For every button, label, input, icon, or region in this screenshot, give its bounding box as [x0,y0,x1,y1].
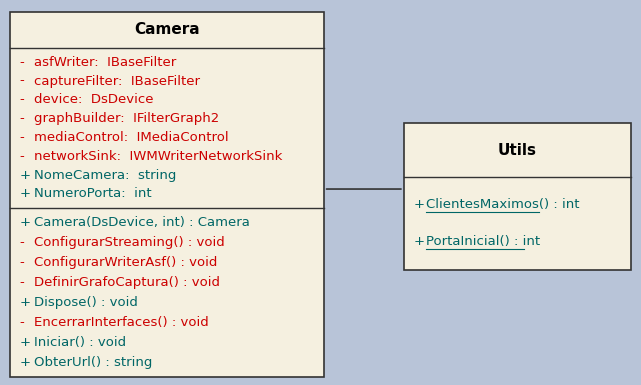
Text: NumeroPorta:  int: NumeroPorta: int [34,187,152,200]
Text: graphBuilder:  IFilterGraph2: graphBuilder: IFilterGraph2 [34,112,219,125]
Text: DefinirGrafoCaptura() : void: DefinirGrafoCaptura() : void [34,276,220,289]
Text: +: + [413,198,424,211]
Text: -: - [19,112,24,125]
FancyBboxPatch shape [10,12,324,377]
Text: ClientesMaximos() : int: ClientesMaximos() : int [426,198,579,211]
Text: +: + [19,336,30,349]
Text: NomeCamera:  string: NomeCamera: string [34,169,176,181]
Text: +: + [19,296,30,309]
Text: captureFilter:  IBaseFilter: captureFilter: IBaseFilter [34,75,200,87]
Text: asfWriter:  IBaseFilter: asfWriter: IBaseFilter [34,56,176,69]
Text: networkSink:  IWMWriterNetworkSink: networkSink: IWMWriterNetworkSink [34,150,282,163]
Text: PortaInicial() : int: PortaInicial() : int [426,235,540,248]
Text: EncerrarInterfaces() : void: EncerrarInterfaces() : void [34,316,209,329]
Text: +: + [413,235,424,248]
Text: -: - [19,276,24,289]
Text: -: - [19,56,24,69]
Text: ConfigurarStreaming() : void: ConfigurarStreaming() : void [34,236,225,249]
Text: -: - [19,316,24,329]
Text: Iniciar() : void: Iniciar() : void [34,336,126,349]
Text: -: - [19,75,24,87]
Text: -: - [19,150,24,163]
Text: -: - [19,131,24,144]
Text: mediaControl:  IMediaControl: mediaControl: IMediaControl [34,131,229,144]
Text: device:  DsDevice: device: DsDevice [34,93,153,106]
Text: ConfigurarWriterAsf() : void: ConfigurarWriterAsf() : void [34,256,217,269]
Text: Utils: Utils [498,143,537,157]
FancyBboxPatch shape [404,123,631,270]
Text: Camera(DsDevice, int) : Camera: Camera(DsDevice, int) : Camera [34,216,250,229]
Text: +: + [19,187,30,200]
Text: +: + [19,169,30,181]
Text: -: - [19,93,24,106]
Text: +: + [19,356,30,369]
Text: Dispose() : void: Dispose() : void [34,296,138,309]
Text: +: + [19,216,30,229]
Text: Camera: Camera [134,22,199,37]
Text: ObterUrl() : string: ObterUrl() : string [34,356,153,369]
Text: -: - [19,256,24,269]
Text: -: - [19,236,24,249]
